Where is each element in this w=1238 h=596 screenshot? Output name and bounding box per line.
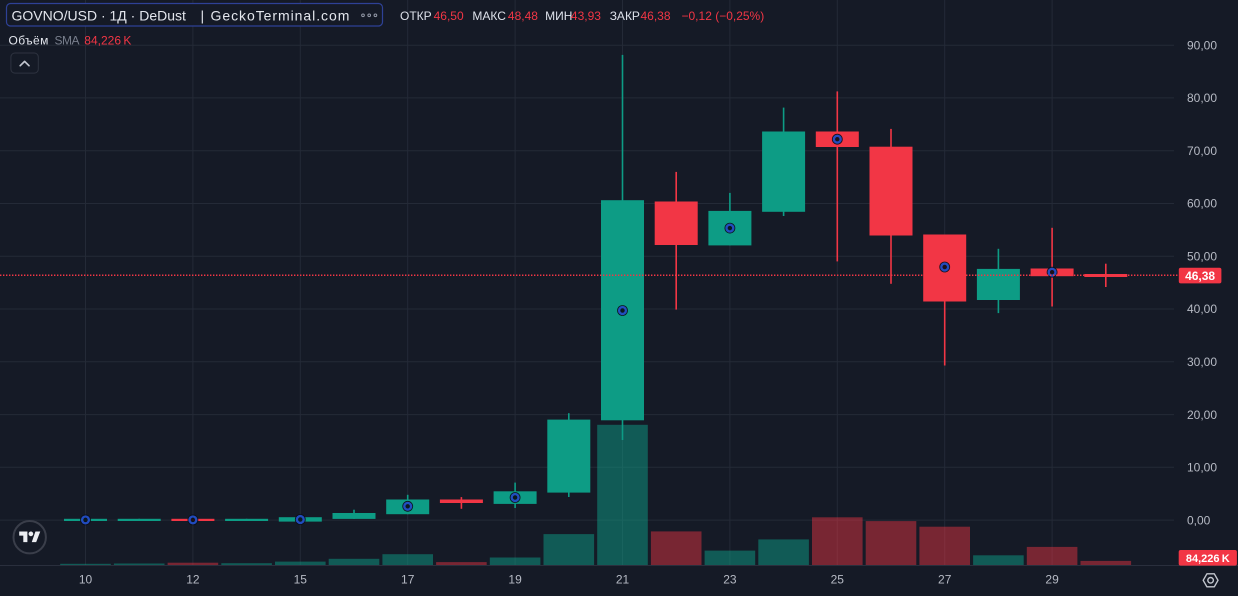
- svg-text:17: 17: [401, 572, 415, 586]
- svg-text:20,00: 20,00: [1187, 408, 1217, 422]
- svg-text:ОТКР: ОТКР: [400, 9, 432, 23]
- svg-text:90,00: 90,00: [1187, 38, 1217, 52]
- svg-text:SMA: SMA: [55, 34, 80, 48]
- svg-text:46,50: 46,50: [434, 9, 464, 23]
- svg-text:10: 10: [79, 572, 93, 586]
- svg-text:46,38: 46,38: [641, 9, 671, 23]
- svg-text:43,93: 43,93: [571, 9, 601, 23]
- svg-text:50,00: 50,00: [1187, 249, 1217, 263]
- svg-text:GeckoTerminal.com: GeckoTerminal.com: [211, 7, 351, 23]
- svg-text:МАКС: МАКС: [472, 9, 506, 23]
- svg-text:40,00: 40,00: [1187, 302, 1217, 316]
- svg-text:ЗАКР: ЗАКР: [610, 9, 640, 23]
- svg-text:60,00: 60,00: [1187, 197, 1217, 211]
- svg-text:12: 12: [186, 572, 200, 586]
- svg-text:|: |: [201, 7, 205, 23]
- svg-text:21: 21: [616, 572, 630, 586]
- svg-text:19: 19: [508, 572, 522, 586]
- svg-text:29: 29: [1045, 572, 1059, 586]
- svg-text:23: 23: [723, 572, 737, 586]
- svg-text:0,00: 0,00: [1187, 513, 1211, 527]
- svg-text:27: 27: [938, 572, 952, 586]
- svg-text:10,00: 10,00: [1187, 461, 1217, 475]
- svg-text:GOVNO/USD · 1Д · DeDust: GOVNO/USD · 1Д · DeDust: [12, 7, 187, 23]
- svg-text:25: 25: [831, 572, 845, 586]
- svg-text:Объём: Объём: [9, 34, 49, 48]
- svg-text:15: 15: [294, 572, 308, 586]
- svg-text:84,226 K: 84,226 K: [84, 34, 131, 48]
- svg-text:МИН: МИН: [545, 9, 572, 23]
- svg-text:70,00: 70,00: [1187, 144, 1217, 158]
- svg-text:84,226 K: 84,226 K: [1186, 553, 1230, 565]
- svg-text:46,38: 46,38: [1185, 269, 1215, 283]
- svg-text:80,00: 80,00: [1187, 91, 1217, 105]
- svg-text:48,48: 48,48: [508, 9, 538, 23]
- svg-text:30,00: 30,00: [1187, 355, 1217, 369]
- svg-text:−0,12 (−0,25%): −0,12 (−0,25%): [682, 9, 765, 23]
